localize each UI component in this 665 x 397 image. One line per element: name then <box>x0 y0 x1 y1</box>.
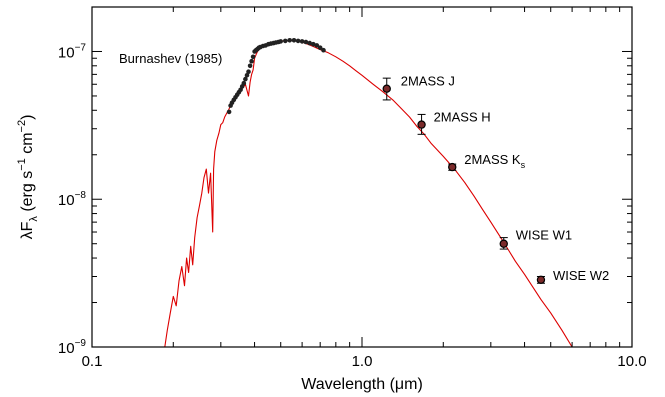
photometry-points-layer <box>226 38 326 115</box>
spectrophotometry-point <box>287 38 293 43</box>
spectrophotometry-point <box>311 41 316 47</box>
point-label: 2MASS Ks <box>464 152 525 170</box>
y-axis-label: λFλ​ (erg s−1​ cm−2​) <box>16 115 40 240</box>
x-tick-label: 1.0 <box>352 353 373 370</box>
spectrophotometry-point <box>243 76 248 82</box>
x-tick-label: 10.0 <box>617 353 646 370</box>
spectrophotometry-point <box>321 47 326 53</box>
photometry-point <box>382 84 391 93</box>
point-label: 2MASS H <box>434 110 491 125</box>
spectrophotometry-point <box>241 80 247 86</box>
spectrophotometry-point <box>226 109 232 115</box>
annotation-text: Burnashev (1985) <box>119 51 222 66</box>
spectrophotometry-point <box>246 69 251 74</box>
point-label: WISE W1 <box>516 228 572 243</box>
photometry-point <box>499 239 508 248</box>
photometry-point <box>536 275 546 284</box>
spectrophotometry-point <box>303 39 309 45</box>
point-label: 2MASS J <box>401 74 455 89</box>
model-line <box>164 39 573 347</box>
spectrophotometry-point <box>307 40 313 46</box>
spectrophotometry-point <box>314 43 320 48</box>
photometry-point <box>417 120 426 129</box>
x-axis-label: Wavelength (μm) <box>301 376 423 393</box>
y-tick-label: 10−7 <box>58 42 87 61</box>
spectrophotometry-point <box>247 63 253 69</box>
point-labels-layer: 2MASS J 2MASS H 2MASS Ks WISE W1 WISE W2 <box>401 74 610 283</box>
spectrophotometry-point <box>295 38 301 44</box>
y-tick-label: 10−8 <box>58 190 87 209</box>
point-label: WISE W2 <box>553 268 609 283</box>
photometry-point <box>448 162 457 172</box>
spectrophotometry-point <box>317 45 323 50</box>
model-spectrum-layer <box>164 39 573 347</box>
spectrophotometry-point <box>249 58 254 64</box>
spectrophotometry-point <box>291 38 297 43</box>
spectrophotometry-point <box>244 73 250 78</box>
spectrophotometry-point <box>278 39 284 44</box>
spectrophotometry-point <box>299 39 305 44</box>
spectrophotometry-point <box>283 38 288 44</box>
spectrophotometry-point <box>250 54 256 60</box>
x-tick-label: 0.1 <box>82 353 103 370</box>
errorbar-layer <box>382 77 546 284</box>
